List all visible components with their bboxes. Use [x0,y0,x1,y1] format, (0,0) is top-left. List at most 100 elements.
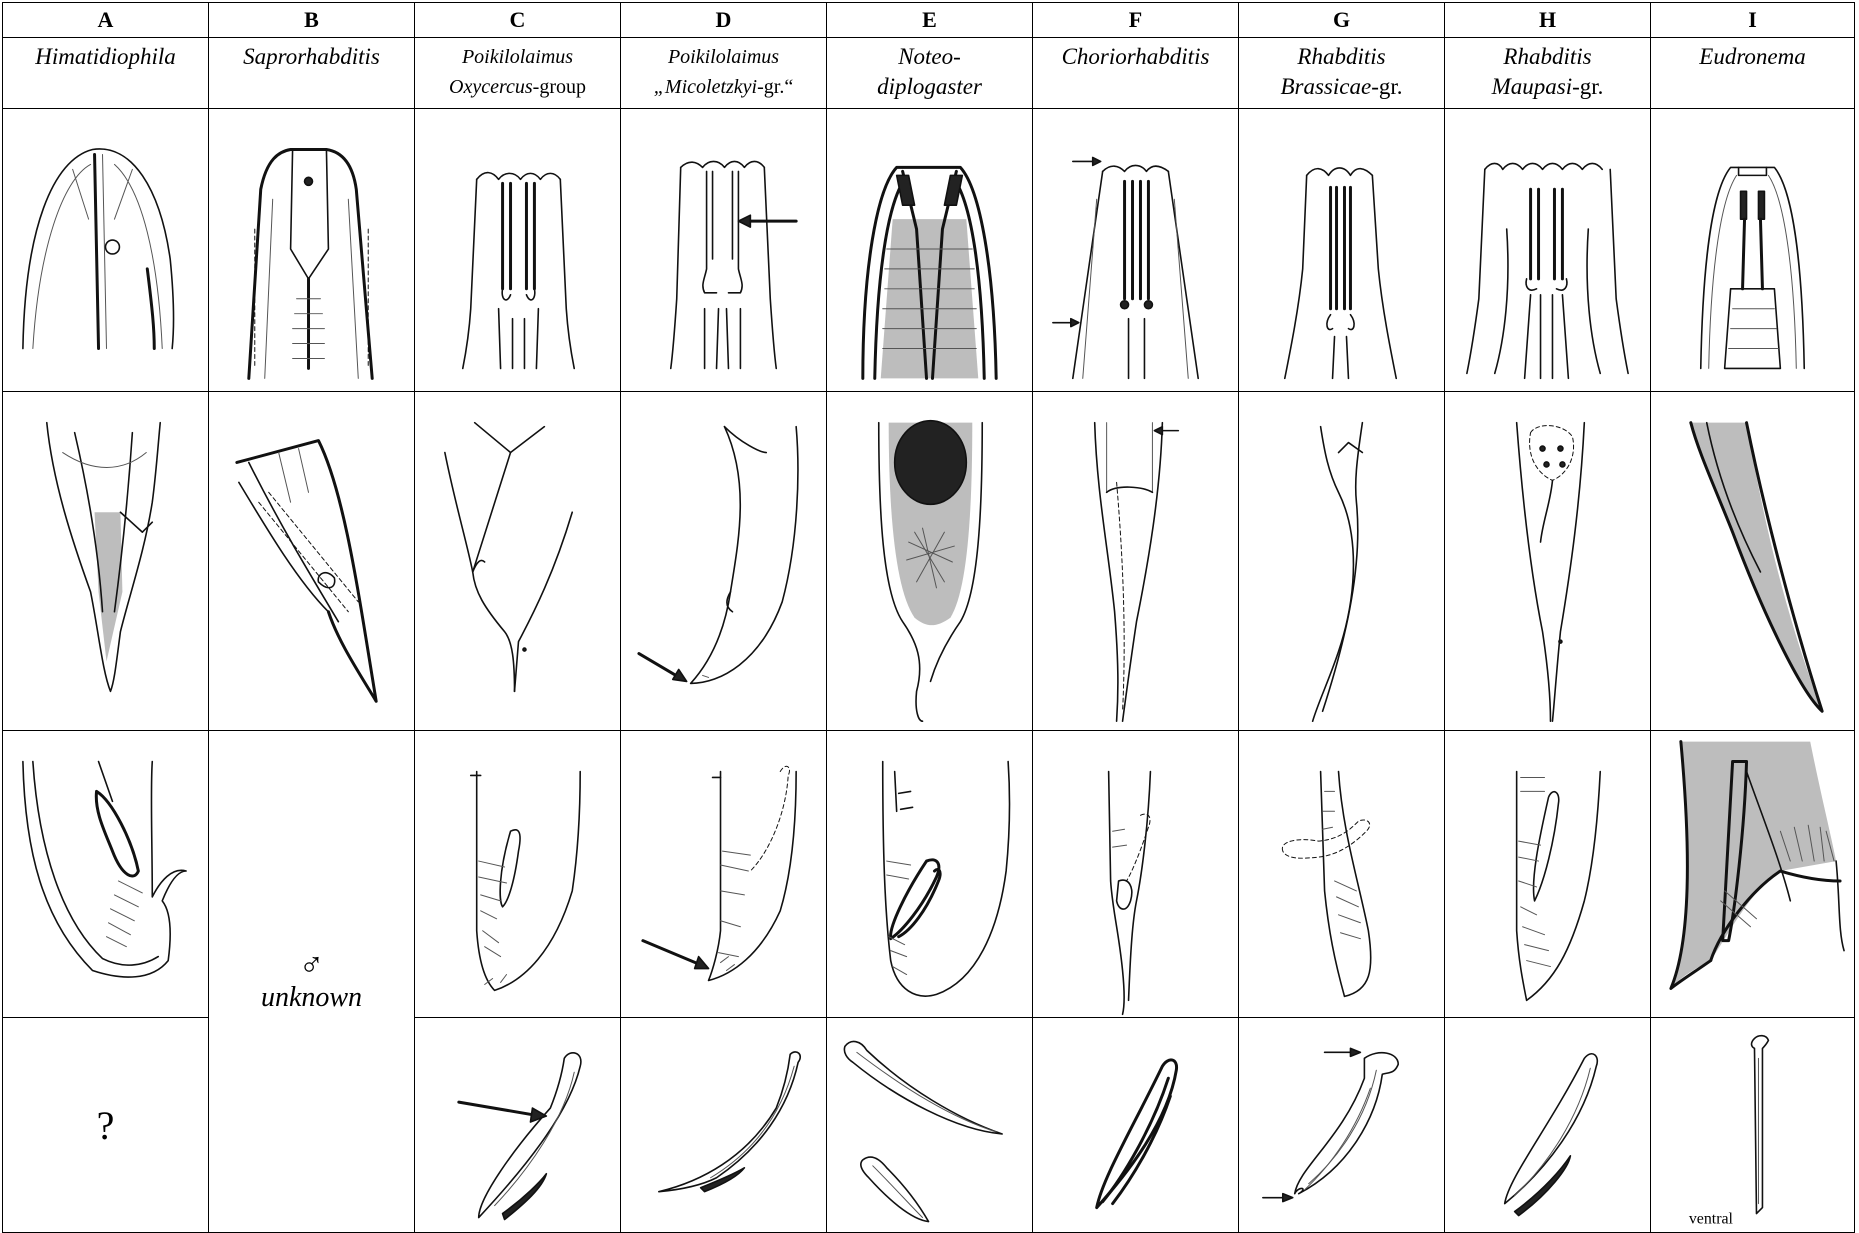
head-illustration-f [1052,156,1199,380]
column-letter-a: A [2,2,209,38]
spicule-illustration-h [1503,1053,1599,1217]
male-tail-d [620,730,827,1018]
head-illustration-d [669,160,798,370]
column-letter-f: F [1032,2,1239,38]
male-tail-illustration-e [881,760,1011,997]
column-letter-b: B [208,2,415,38]
female-tail-h [1444,391,1651,731]
taxon-genus: Himatidiophila [35,44,176,69]
male-tail-c [414,730,621,1018]
taxon-genus: Rhabditis [1297,44,1386,69]
female-tail-illustration-i [1689,421,1824,713]
taxon-group-suffix: -gr. [1572,74,1604,99]
male-tail-illustration-a [22,760,187,978]
female-tail-f [1032,391,1239,731]
unknown-question-mark: ? [96,1102,115,1148]
taxon-group-suffix: -group [532,76,586,98]
male-tail-illustration-f [1107,770,1152,1016]
column-letter-h: H [1444,2,1651,38]
taxon-group: „Micoletzkyi [653,76,758,98]
head-drawing-f [1032,108,1239,392]
female-tail-illustration-a [45,421,162,693]
head-illustration-b [247,147,374,380]
female-tail-illustration-e [877,419,984,723]
female-tail-illustration-c [444,421,574,693]
female-tail-i [1650,391,1855,731]
female-tail-b [208,391,415,731]
male-tail-a [2,730,209,1018]
spicule-g [1238,1017,1445,1233]
column-letter-e: E [826,2,1033,38]
taxon-name-d: Poikilolaimus „Micoletzkyi-gr.“ [620,37,827,109]
female-tail-a [2,391,209,731]
head-drawing-g [1238,108,1445,392]
female-tail-e [826,391,1033,731]
male-tail-f [1032,730,1239,1018]
taxon-name-c: Poikilolaimus Oxycercus-group [414,37,621,109]
female-tail-illustration-b [235,439,378,703]
spicule-h [1444,1017,1651,1233]
taxon-genus: Poikilolaimus [667,46,780,68]
taxon-genus: Noteo- [898,44,961,69]
female-tail-illustration-d [637,425,799,685]
head-illustration-e [861,165,998,380]
male-tail-illustration-h [1515,770,1602,1002]
head-illustration-g [1283,167,1398,380]
male-tail-illustration-g [1281,770,1372,998]
spicule-a: ? [2,1017,209,1233]
female-tail-illustration-f [1093,421,1180,723]
head-illustration-i [1699,166,1806,370]
head-drawing-row [2,108,1855,392]
column-letter-d: D [620,2,827,38]
taxon-genus: Choriorhabditis [1061,44,1210,69]
taxon-name-f: Choriorhabditis [1032,37,1239,109]
unknown-label: unknown [260,981,363,1013]
head-illustration-c [461,171,576,370]
column-letter-i: I [1650,2,1855,38]
column-letter-g: G [1238,2,1445,38]
spicule-illustration-d [658,1051,802,1193]
head-drawing-h [1444,108,1651,392]
taxon-genus: Rhabditis [1503,44,1592,69]
spicule-c [414,1017,621,1233]
male-tail-illustration-c [469,770,581,992]
spicule-i: ventral [1650,1017,1855,1233]
taxon-genus: Eudronema [1699,44,1806,69]
male-tail-b: ♂ unknown [208,730,415,1233]
female-tail-c [414,391,621,731]
male-tail-illustration-d [641,765,797,982]
taxon-name-row: Himatidiophila Saprorhabditis Poikilolai… [2,37,1855,109]
taxon-genus: Poikilolaimus [461,46,574,68]
female-tail-g [1238,391,1445,731]
taxon-group-suffix: -gr. [1371,74,1403,99]
spicule-e [826,1017,1033,1233]
spicule-illustration-c [457,1052,582,1221]
head-drawing-d [620,108,827,392]
spicule-d [620,1017,827,1233]
male-tail-illustration-i [1669,740,1845,990]
head-drawing-a [2,108,209,392]
male-tail-e [826,730,1033,1018]
spicule-illustration-f [1095,1058,1179,1210]
taxon-group: Oxycercus [449,76,533,98]
taxon-name-e: Noteo- diplogaster [826,37,1033,109]
male-unknown-note: ♂ unknown [210,948,414,1014]
head-drawing-i [1650,108,1855,392]
female-tail-row [2,391,1855,731]
taxon-group: Maupasi [1491,74,1573,99]
head-illustration-a [22,148,175,351]
female-tail-illustration-h [1515,421,1586,723]
spicule-f [1032,1017,1239,1233]
taxon-group: Brassicae [1280,74,1372,99]
head-illustration-h [1466,162,1629,380]
head-drawing-e [826,108,1033,392]
male-tail-h [1444,730,1651,1018]
head-drawing-b [208,108,415,392]
taxon-group-suffix: -gr.“ [757,76,794,98]
spicule-illustration-g [1262,1047,1400,1203]
female-tail-illustration-g [1311,421,1364,723]
column-letter-c: C [414,2,621,38]
head-drawing-c [414,108,621,392]
taxon-name-i: Eudronema [1650,37,1855,109]
